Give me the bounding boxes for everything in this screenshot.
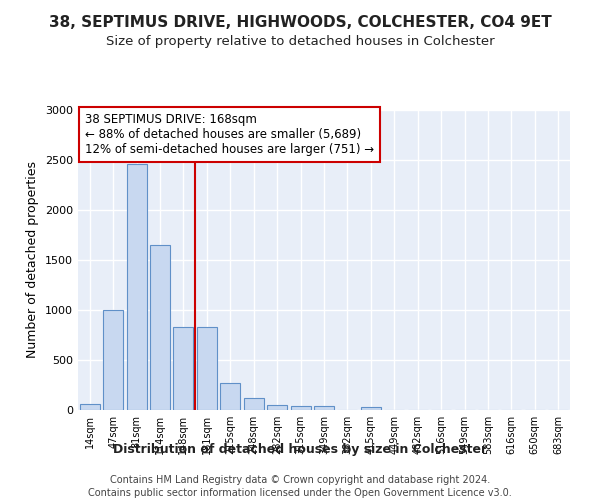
- Bar: [127, 164, 146, 410]
- Bar: [150, 245, 170, 410]
- Bar: [290, 406, 311, 410]
- Y-axis label: Number of detached properties: Number of detached properties: [26, 162, 40, 358]
- Bar: [103, 310, 123, 410]
- Bar: [314, 406, 334, 410]
- Bar: [80, 404, 100, 410]
- Text: Contains HM Land Registry data © Crown copyright and database right 2024.: Contains HM Land Registry data © Crown c…: [110, 475, 490, 485]
- Bar: [173, 327, 193, 410]
- Text: Size of property relative to detached houses in Colchester: Size of property relative to detached ho…: [106, 35, 494, 48]
- Bar: [244, 398, 263, 410]
- Bar: [361, 407, 381, 410]
- Text: Contains public sector information licensed under the Open Government Licence v3: Contains public sector information licen…: [88, 488, 512, 498]
- Text: 38 SEPTIMUS DRIVE: 168sqm
← 88% of detached houses are smaller (5,689)
12% of se: 38 SEPTIMUS DRIVE: 168sqm ← 88% of detac…: [85, 113, 374, 156]
- Bar: [220, 383, 240, 410]
- Text: Distribution of detached houses by size in Colchester: Distribution of detached houses by size …: [113, 442, 487, 456]
- Bar: [197, 327, 217, 410]
- Bar: [267, 404, 287, 410]
- Text: 38, SEPTIMUS DRIVE, HIGHWOODS, COLCHESTER, CO4 9ET: 38, SEPTIMUS DRIVE, HIGHWOODS, COLCHESTE…: [49, 15, 551, 30]
